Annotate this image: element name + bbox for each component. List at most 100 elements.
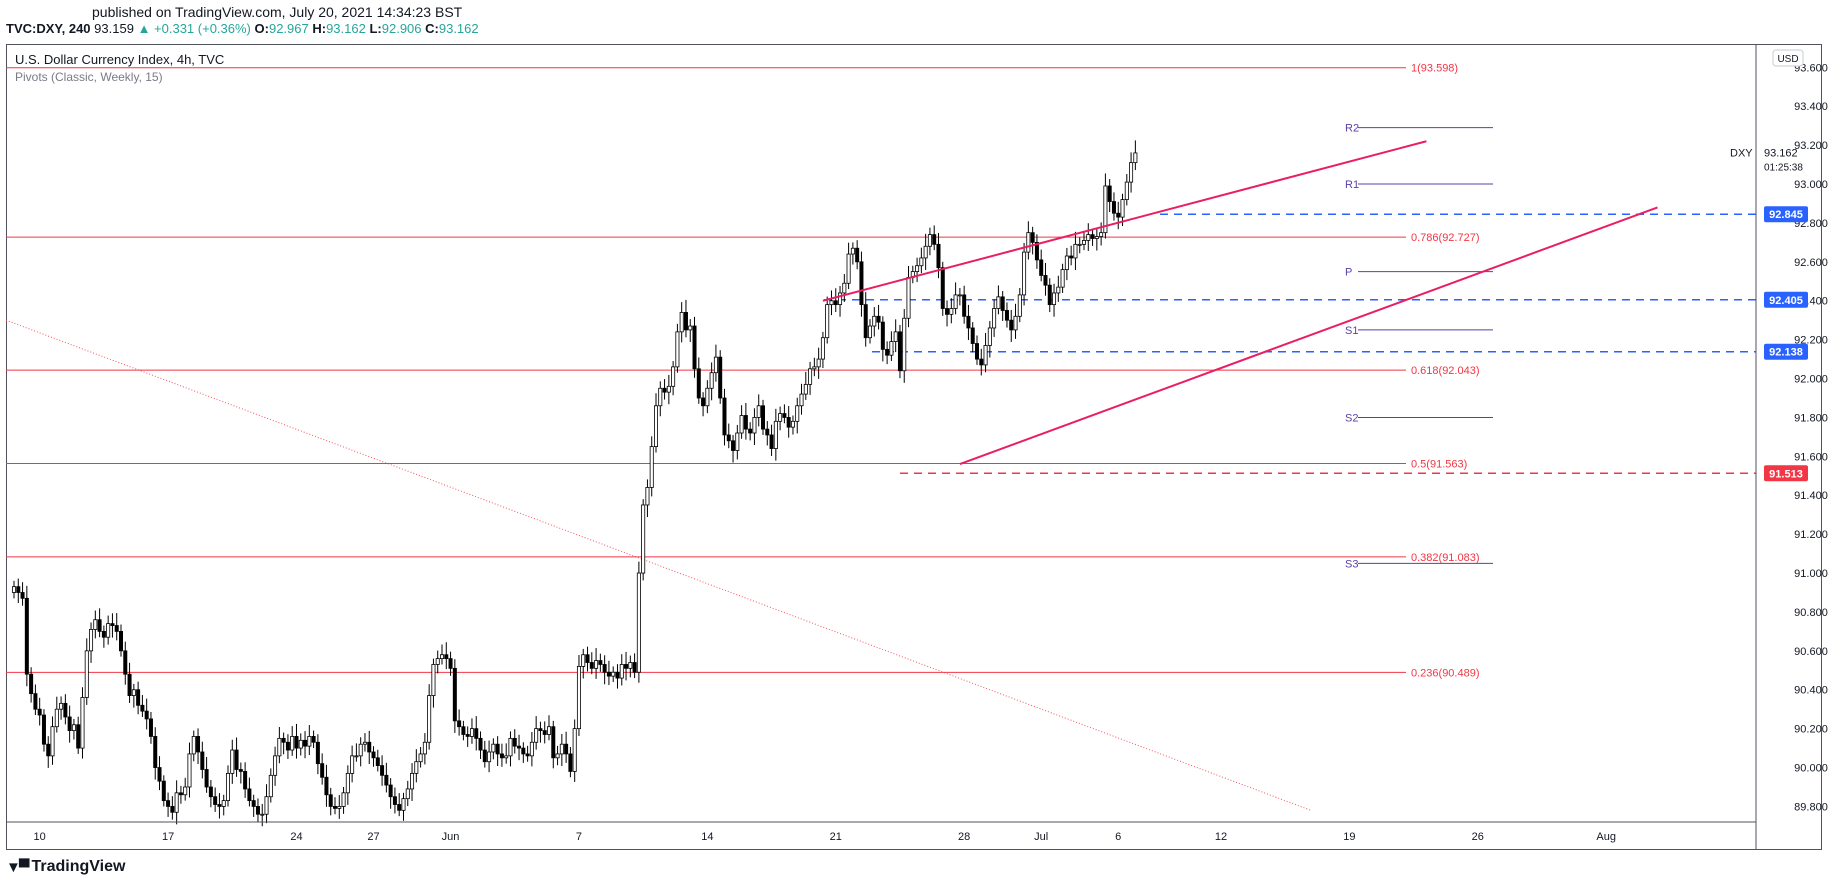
candle-bear bbox=[538, 728, 543, 731]
symbol-timeframe[interactable]: TVC:DXY, 240 bbox=[6, 21, 91, 36]
tradingview-brand: TradingView bbox=[31, 858, 126, 875]
pivot-label: P bbox=[1345, 267, 1352, 279]
candle-bear bbox=[251, 800, 256, 807]
candle-bull bbox=[902, 317, 907, 372]
candle-bear bbox=[46, 743, 51, 757]
candle-bear bbox=[213, 796, 218, 805]
candle-bull bbox=[341, 792, 346, 807]
legend-indicator[interactable]: Pivots (Classic, Weekly, 15) bbox=[15, 70, 163, 84]
candle-bull bbox=[654, 405, 659, 448]
candle-bear bbox=[380, 765, 385, 776]
pivot-label: S1 bbox=[1345, 325, 1358, 337]
candle-bear bbox=[392, 796, 397, 805]
tradingview-logo-icon: ▼▀ bbox=[6, 858, 30, 876]
candle-bear bbox=[97, 619, 102, 632]
candle-bull bbox=[893, 331, 898, 342]
candle-bear bbox=[397, 804, 402, 811]
candle-bear bbox=[761, 405, 766, 430]
candle-bear bbox=[521, 747, 526, 755]
candle-bear bbox=[281, 737, 286, 743]
time-tick-label: 21 bbox=[830, 831, 842, 843]
time-tick-label: 26 bbox=[1472, 831, 1484, 843]
fib-level-label: 0.786(92.727) bbox=[1411, 232, 1480, 244]
currency-badge[interactable] bbox=[1772, 49, 1804, 67]
time-tick-label: 19 bbox=[1343, 831, 1355, 843]
last-price: 93.159 bbox=[94, 21, 134, 36]
candle-bear bbox=[897, 331, 902, 372]
candle-bear bbox=[731, 440, 736, 451]
candle-bear bbox=[303, 739, 308, 747]
price-tick-label: 91.800 bbox=[1794, 412, 1828, 424]
candle-bear bbox=[624, 664, 629, 669]
candle-bear bbox=[1090, 234, 1095, 239]
candle-bull bbox=[54, 708, 59, 728]
candle-bear bbox=[200, 751, 205, 770]
candle-bull bbox=[298, 739, 303, 749]
candle-bear bbox=[448, 658, 453, 669]
candle-bull bbox=[422, 741, 427, 755]
candle-bull bbox=[191, 736, 196, 755]
price-tick-label: 91.000 bbox=[1794, 568, 1828, 580]
candle-bull bbox=[868, 325, 873, 339]
last-price-symbol: DXY bbox=[1730, 148, 1753, 160]
candle-bull bbox=[80, 697, 85, 749]
candle-bull bbox=[645, 487, 650, 506]
candle-bull bbox=[1022, 251, 1027, 296]
time-tick-label: Jun bbox=[442, 831, 460, 843]
candle-bull bbox=[405, 788, 410, 800]
candle-bear bbox=[41, 714, 46, 745]
candle-bear bbox=[238, 769, 243, 772]
candle-bear bbox=[367, 741, 372, 753]
candle-bear bbox=[855, 247, 860, 263]
candle-bear bbox=[499, 753, 504, 759]
candle-bear bbox=[786, 417, 791, 428]
candle-bear bbox=[375, 757, 380, 766]
candle-bear bbox=[936, 243, 941, 269]
last-price-value: 93.162 bbox=[1764, 148, 1798, 160]
tradingview-logo[interactable]: ▼▀ TradingView bbox=[6, 858, 125, 876]
candle-bear bbox=[196, 736, 201, 753]
candle-bear bbox=[1107, 185, 1112, 202]
candle-bull bbox=[427, 695, 432, 743]
candle-bull bbox=[555, 753, 560, 759]
time-tick-label: 27 bbox=[367, 831, 379, 843]
candle-bear bbox=[517, 745, 522, 749]
candle-bull bbox=[1064, 255, 1069, 271]
time-tick-label: Aug bbox=[1596, 831, 1616, 843]
candle-bull bbox=[1026, 232, 1031, 253]
candle-bear bbox=[178, 792, 183, 796]
time-tick-label: 10 bbox=[34, 831, 46, 843]
candle-bull bbox=[1094, 236, 1099, 239]
candle-bear bbox=[371, 751, 376, 759]
downtrend-line bbox=[5, 319, 1312, 811]
candle-bull bbox=[414, 761, 419, 774]
candle-bear bbox=[975, 343, 980, 360]
price-tick-label: 93.000 bbox=[1794, 179, 1828, 191]
price-tick-label: 93.400 bbox=[1794, 101, 1828, 113]
candle-bull bbox=[576, 666, 581, 730]
time-tick-label: 24 bbox=[290, 831, 302, 843]
candle-bull bbox=[820, 337, 825, 360]
candle-bull bbox=[435, 658, 440, 665]
candle-bear bbox=[465, 734, 470, 737]
candle-bull bbox=[987, 327, 992, 346]
candle-bear bbox=[452, 667, 457, 722]
currency-badge-label: USD bbox=[1777, 54, 1798, 65]
chart-frame bbox=[6, 44, 1822, 850]
candle-bull bbox=[264, 796, 269, 815]
price-tick-label: 90.600 bbox=[1794, 646, 1828, 658]
candle-bull bbox=[666, 385, 671, 393]
candle-bull bbox=[953, 294, 958, 309]
price-tick-label: 90.000 bbox=[1794, 763, 1828, 775]
candle-bull bbox=[260, 813, 265, 816]
candle-bull bbox=[658, 387, 663, 407]
candle-bull bbox=[508, 737, 513, 757]
candle-bear bbox=[478, 737, 483, 751]
candle-bull bbox=[547, 726, 552, 735]
candle-bear bbox=[662, 387, 667, 393]
candle-bull bbox=[431, 664, 436, 696]
candle-bear bbox=[692, 325, 697, 370]
candle-bear bbox=[114, 625, 119, 632]
candle-bear bbox=[332, 806, 337, 809]
